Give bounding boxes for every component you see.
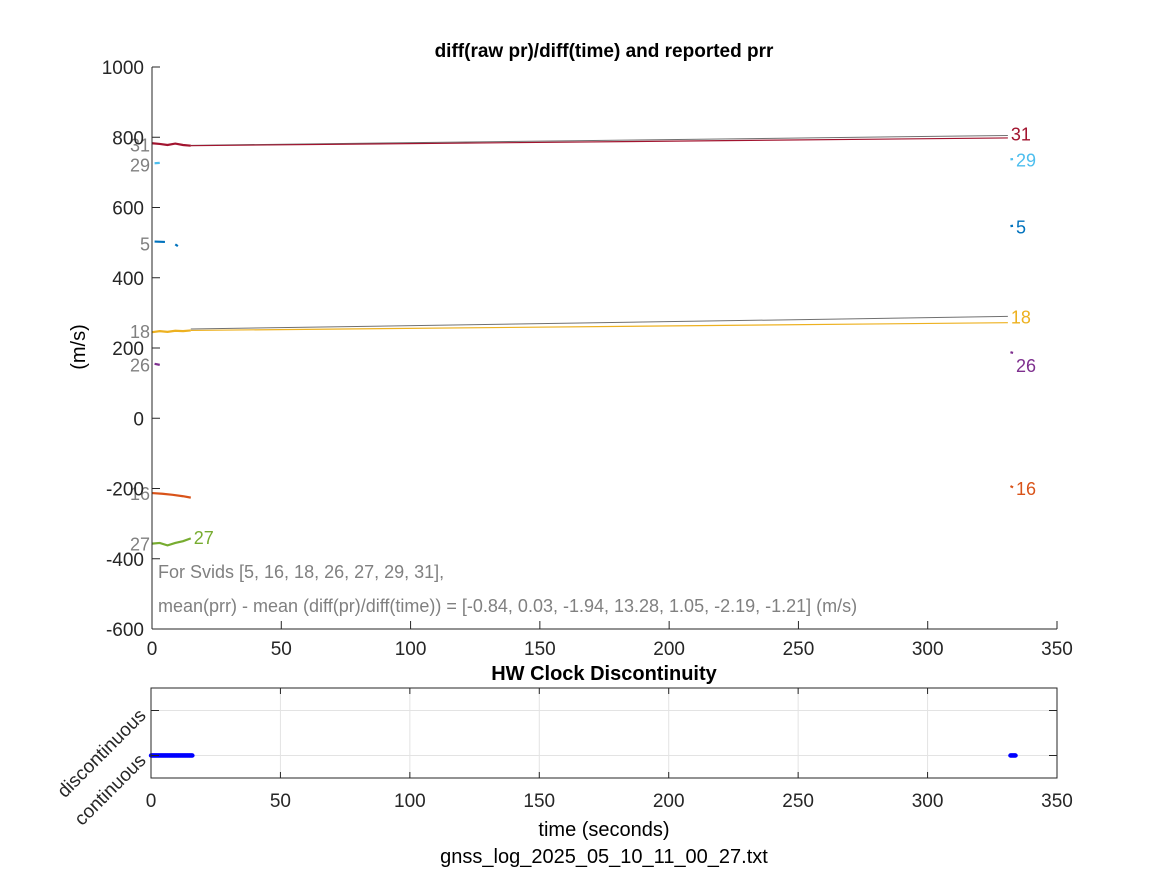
x-tick-label: 250 <box>782 791 814 812</box>
series-line-18 <box>190 322 1008 332</box>
y-tick-label: 1000 <box>102 58 144 79</box>
x-tick-labels: 0 50 100 150 200 250 300 350 <box>147 639 1073 660</box>
y-tick-label: -400 <box>106 550 144 571</box>
x-tick-labels: 0 50 100 150 200 250 300 350 <box>146 791 1073 812</box>
x-tick-label: 50 <box>271 639 292 660</box>
series-start-label-27: 27 <box>130 535 150 555</box>
axes <box>150 687 1058 779</box>
data-point <box>1013 753 1018 758</box>
series-start-label-5: 5 <box>140 235 150 255</box>
series-lines <box>151 137 1014 547</box>
x-tick-label: 300 <box>912 791 944 812</box>
x-axis-label: time (seconds) <box>538 819 669 841</box>
y-tick-label: -600 <box>106 620 144 641</box>
series-end-label-26: 26 <box>1016 356 1036 376</box>
x-tick-label: 200 <box>653 639 685 660</box>
file-name-caption: gnss_log_2025_05_10_11_00_27.txt <box>440 846 768 868</box>
series-start-label-18: 18 <box>130 322 150 342</box>
series-line-27 <box>151 537 192 547</box>
plot-area <box>151 688 1057 778</box>
data-points <box>148 753 1018 758</box>
plot-area <box>152 67 1057 629</box>
chart-title: HW Clock Discontinuity <box>491 663 717 685</box>
y-tick-labels: -600 -400 -200 0 200 400 600 800 1000 <box>102 58 144 641</box>
chart-title: diff(raw pr)/diff(time) and reported prr <box>435 41 774 62</box>
x-tick-label: 350 <box>1041 791 1073 812</box>
series-start-label-26: 26 <box>130 356 150 376</box>
series-start-label-16: 16 <box>130 484 150 504</box>
reference-lines <box>190 134 1008 330</box>
series-end-label-18: 18 <box>1011 307 1031 327</box>
prr-panel: diff(raw pr)/diff(time) and reported prr… <box>68 41 1073 660</box>
y-tick-label: 600 <box>112 199 144 220</box>
series-line-5 <box>174 243 179 248</box>
x-tick-label: 50 <box>270 791 291 812</box>
series-line-16 <box>151 491 191 499</box>
data-point <box>190 753 195 758</box>
x-tick-label: 100 <box>394 791 426 812</box>
series-line-16 <box>1009 485 1014 489</box>
axes <box>151 66 1058 630</box>
series-line-26 <box>154 362 160 366</box>
series-start-label-29: 29 <box>130 156 150 176</box>
x-tick-label: 150 <box>524 639 556 660</box>
x-tick-label: 300 <box>912 639 944 660</box>
series-end-label-16: 16 <box>1016 479 1036 499</box>
series-line-31 <box>151 142 191 147</box>
y-tick-label: 800 <box>112 128 144 149</box>
series-end-label-27: 27 <box>194 528 214 548</box>
annotation-svids: For Svids [5, 16, 18, 26, 27, 29, 31], <box>158 562 444 582</box>
series-start-label-31: 31 <box>130 135 150 155</box>
reference-line-31 <box>190 134 1008 146</box>
y-tick-label: 200 <box>112 339 144 360</box>
x-tick-label: 0 <box>146 791 157 812</box>
x-tick-label: 0 <box>147 639 158 660</box>
x-tick-label: 150 <box>523 791 555 812</box>
x-tick-label: 200 <box>653 791 685 812</box>
series-end-label-31: 31 <box>1011 125 1031 145</box>
series-line-31 <box>190 137 1008 147</box>
y-axis-label: (m/s) <box>68 324 90 370</box>
annotation-mean-diff: mean(prr) - mean (diff(pr)/diff(time)) =… <box>158 596 857 616</box>
y-tick-label: 0 <box>133 409 144 430</box>
series-end-label-5: 5 <box>1016 217 1026 237</box>
clock-panel: HW Clock Discontinuity 0 50 100 150 200 250 30… <box>54 663 1073 868</box>
series-line-26 <box>1010 351 1014 354</box>
reference-line-18 <box>190 315 1008 330</box>
axes-box <box>150 687 1058 779</box>
x-tick-label: 250 <box>783 639 815 660</box>
y-tick-label: 400 <box>112 269 144 290</box>
y-tick-label: -200 <box>106 480 144 501</box>
x-tick-label: 350 <box>1041 639 1073 660</box>
x-tick-label: 100 <box>395 639 427 660</box>
series-end-label-29: 29 <box>1016 151 1036 171</box>
series-line-18 <box>151 329 191 334</box>
